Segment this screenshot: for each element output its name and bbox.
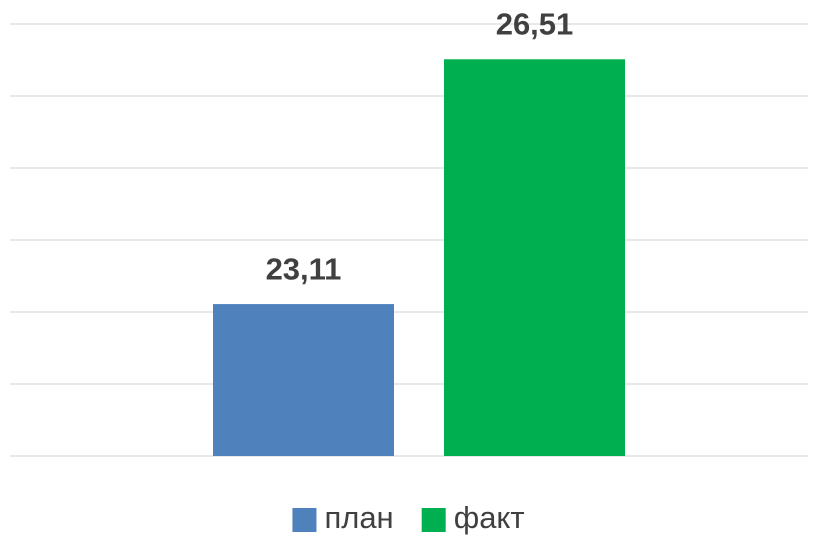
legend-label: факт (454, 500, 525, 535)
bar (213, 304, 394, 456)
legend-swatch (421, 508, 446, 532)
legend-label: план (324, 500, 393, 535)
bar (444, 59, 625, 456)
data-label: 23,11 (266, 251, 342, 286)
data-label: 26,51 (496, 6, 574, 41)
legend-swatch (292, 508, 317, 532)
